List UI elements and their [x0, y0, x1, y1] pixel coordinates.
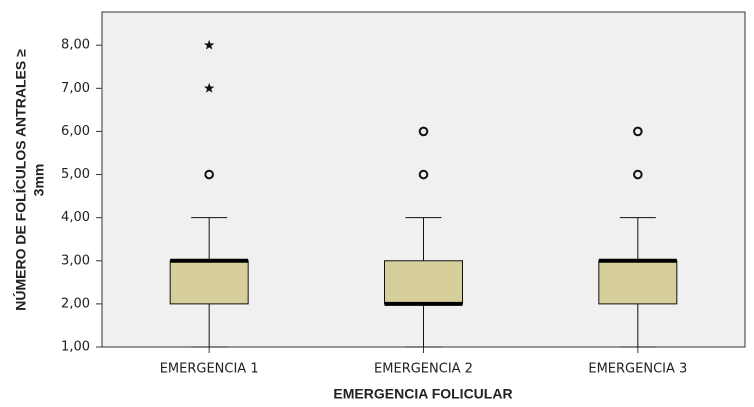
- box: [598, 260, 678, 305]
- y-tick-label: 6,00: [61, 124, 90, 139]
- y-tick-label: 7,00: [61, 81, 90, 96]
- y-tick-label: 5,00: [61, 167, 90, 182]
- y-axis-label: 3mm: [31, 164, 47, 197]
- y-tick-label: 8,00: [61, 38, 90, 53]
- y-tick-label: 4,00: [61, 210, 90, 225]
- box: [384, 260, 463, 305]
- y-tick-label: 2,00: [61, 296, 90, 311]
- x-tick-label: EMERGENCIA 2: [374, 362, 473, 377]
- y-tick-label: 3,00: [61, 253, 90, 268]
- outlier: [633, 126, 643, 137]
- box: [169, 260, 249, 305]
- outlier: [418, 126, 429, 137]
- x-tick-label: EMERGENCIA 1: [160, 362, 259, 377]
- y-axis-label: NÚMERO DE FOLÍCULOS ANTRALES ≥: [12, 49, 29, 311]
- outlier: [633, 169, 643, 180]
- outlier: [203, 82, 215, 93]
- x-tick-label: EMERGENCIA 3: [588, 362, 687, 377]
- outlier: [204, 169, 214, 180]
- outlier: [203, 39, 215, 50]
- y-tick-label: 1,00: [61, 340, 90, 355]
- x-axis-label: EMERGENCIA FOLICULAR: [333, 386, 512, 402]
- outlier: [418, 169, 429, 180]
